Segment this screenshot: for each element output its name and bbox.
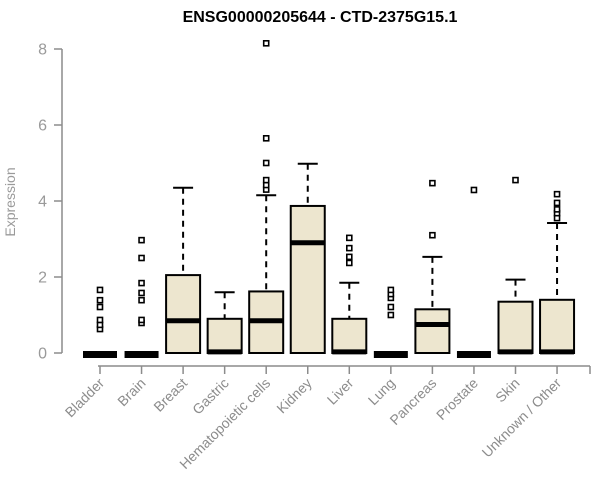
outlier-point xyxy=(262,176,270,184)
outlier-point xyxy=(96,303,104,311)
collapsed-box xyxy=(83,351,117,358)
x-tick-label: Liver xyxy=(324,375,357,408)
outlier-point xyxy=(262,159,270,167)
outlier-point xyxy=(470,186,478,194)
outlier-point xyxy=(262,39,270,47)
box-body xyxy=(165,274,202,355)
x-tick-label: Kidney xyxy=(273,375,315,417)
x-tick-label: Lung xyxy=(365,375,398,408)
boxplot-bladder xyxy=(83,286,117,358)
outlier-point xyxy=(512,176,519,184)
outlier-point xyxy=(387,286,395,294)
chart-title: ENSG00000205644 - CTD-2375G15.1 xyxy=(183,9,458,26)
y-axis-title: Expression xyxy=(2,167,18,236)
outlier-point xyxy=(138,236,145,244)
boxplot-kidney xyxy=(289,162,326,354)
y-tick-label: 4 xyxy=(38,194,47,211)
x-tick-label: Unknown / Other xyxy=(479,375,565,461)
x-tick-label: Skin xyxy=(492,375,523,406)
boxplot-gastric xyxy=(206,291,243,355)
x-tick-label: Breast xyxy=(150,375,190,415)
y-axis: 0 2 4 6 8 xyxy=(38,42,63,363)
box-body xyxy=(497,300,534,355)
outlier-point xyxy=(429,231,436,239)
outlier-point xyxy=(138,254,145,262)
collapsed-box xyxy=(456,351,491,358)
outlier-point xyxy=(345,259,353,267)
boxplot-brain xyxy=(124,236,159,358)
boxplot-unknown-other xyxy=(539,190,576,355)
outlier-point xyxy=(387,303,395,311)
outlier-point xyxy=(96,286,104,294)
outlier-point xyxy=(553,190,561,198)
boxplot-lung xyxy=(373,286,408,358)
boxplot-pancreas xyxy=(414,179,451,354)
box-body xyxy=(331,317,368,354)
y-tick-label: 2 xyxy=(38,270,47,287)
box-body xyxy=(289,204,326,354)
outlier-point xyxy=(138,279,145,287)
box-body xyxy=(206,317,243,354)
outlier-point xyxy=(553,199,561,207)
outlier-point xyxy=(387,311,395,319)
box-body xyxy=(414,308,451,354)
x-tick-label: Bladder xyxy=(62,375,108,421)
outlier-point xyxy=(138,296,145,304)
x-tick-label: Prostate xyxy=(433,375,481,423)
y-tick-label: 6 xyxy=(38,118,47,135)
outlier-point xyxy=(96,296,104,304)
box-body xyxy=(539,298,576,354)
boxplot-breast xyxy=(165,186,202,355)
collapsed-box xyxy=(124,351,159,358)
collapsed-box xyxy=(373,351,408,358)
outlier-point xyxy=(262,135,270,142)
plot-area: 0 2 4 6 8 Bladder Brain BreastGastricHematopoie… xyxy=(38,39,591,472)
outlier-point xyxy=(345,234,353,242)
outlier-point xyxy=(345,253,353,261)
outlier-point xyxy=(138,316,145,324)
boxplot-prostate xyxy=(456,186,491,358)
y-tick-label: 8 xyxy=(38,42,47,59)
outlier-point xyxy=(429,179,436,187)
boxplot-skin xyxy=(497,176,534,355)
x-tick-label: Brain xyxy=(114,375,148,409)
outlier-point xyxy=(345,244,353,252)
outlier-point xyxy=(96,316,104,324)
outlier-point xyxy=(553,206,561,213)
y-tick-label: 0 xyxy=(38,346,47,363)
boxplot-liver xyxy=(331,234,368,355)
boxplot-hematopoietic-cells xyxy=(248,39,285,355)
outlier-point xyxy=(138,289,145,297)
